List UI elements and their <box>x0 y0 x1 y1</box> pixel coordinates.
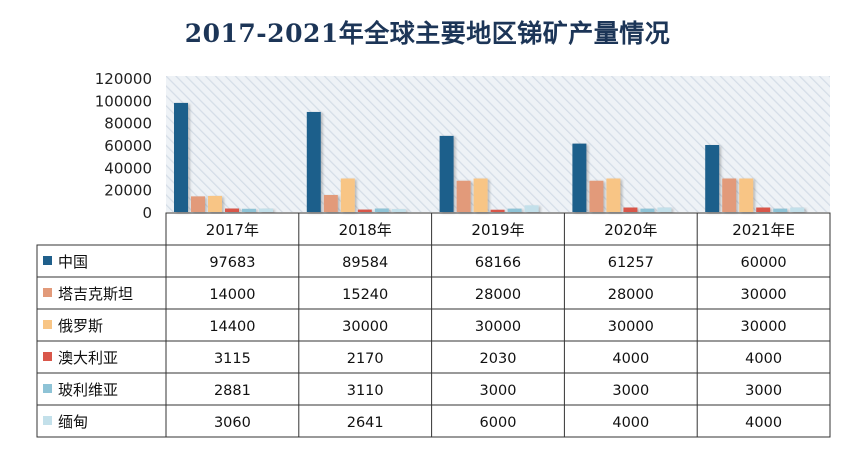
table-cell-value: 97683 <box>209 255 255 271</box>
table-cell-value: 3060 <box>214 415 251 431</box>
y-axis-ticks: 0 20000 40000 60000 80000 100000 120000 <box>95 70 152 222</box>
table-cell-value: 4000 <box>745 351 782 367</box>
table-cell-value: 4000 <box>612 351 649 367</box>
y-tick-label: 0 <box>142 204 152 222</box>
data-table: 2017年 2018年 2019年 2020年 2021年E 中国 97683 89584 68… <box>36 212 831 438</box>
legend-label: 俄罗斯 <box>58 317 103 335</box>
legend-swatch <box>43 384 52 393</box>
table-cell-value: 3110 <box>347 383 384 399</box>
legend-label: 中国 <box>58 253 88 271</box>
bar <box>657 207 672 212</box>
y-tick-label: 80000 <box>104 115 152 133</box>
bar <box>439 135 454 212</box>
table-cell-value: 28000 <box>608 287 654 303</box>
bar <box>259 208 273 212</box>
bar <box>507 208 522 212</box>
table-cell-value: 3000 <box>745 383 782 399</box>
bar <box>722 178 737 212</box>
y-tick-label: 100000 <box>95 92 152 110</box>
table-cell-value: 4000 <box>745 415 782 431</box>
table-cell-value: 30000 <box>342 319 388 335</box>
y-tick-label: 120000 <box>95 70 152 88</box>
bar <box>589 180 604 212</box>
table-cell-value: 89584 <box>342 255 388 271</box>
y-tick-label: 40000 <box>104 159 152 177</box>
plot-area-background <box>166 76 830 212</box>
legend-swatch <box>43 256 52 265</box>
table-cell-value: 30000 <box>608 319 654 335</box>
table-cell-value: 14000 <box>209 287 255 303</box>
legend-label: 缅甸 <box>58 413 88 431</box>
bar <box>572 143 587 212</box>
bar <box>357 209 372 212</box>
legend-swatch <box>43 320 52 329</box>
bar <box>773 208 788 212</box>
bars-layer <box>174 102 805 212</box>
bar <box>340 178 355 212</box>
legend-label: 塔吉克斯坦 <box>58 285 133 303</box>
bar <box>456 180 471 212</box>
table-cell-value: 68166 <box>475 255 521 271</box>
legend-swatch <box>43 416 52 425</box>
table-cell-value: 6000 <box>480 415 517 431</box>
table-cell-value: 30000 <box>475 319 521 335</box>
x-category-label: 2017年 <box>206 221 259 239</box>
table-cell-value: 28000 <box>475 287 521 303</box>
table-cell-value: 4000 <box>612 415 649 431</box>
bar <box>306 111 321 212</box>
bar <box>623 207 638 212</box>
table-cell-value: 61257 <box>608 255 654 271</box>
table-cell-value: 15240 <box>342 287 388 303</box>
bar <box>242 208 256 212</box>
bar <box>490 209 505 212</box>
bar <box>739 178 754 212</box>
bar <box>391 209 406 212</box>
bar <box>225 208 239 212</box>
x-category-label: 2021年E <box>732 221 795 239</box>
bar <box>323 194 338 212</box>
y-tick-label: 60000 <box>104 137 152 155</box>
bar <box>640 208 655 212</box>
bar <box>473 178 488 212</box>
bar <box>374 208 389 212</box>
legend-label: 澳大利亚 <box>58 349 118 367</box>
table-cell-value: 30000 <box>741 319 787 335</box>
table-cell-value: 2641 <box>347 415 384 431</box>
table-cell-value: 14400 <box>209 319 255 335</box>
bar <box>705 145 720 212</box>
bar <box>790 207 805 212</box>
table-cell-value: 2881 <box>214 383 251 399</box>
x-category-label: 2019年 <box>471 221 524 239</box>
legend-label: 玻利维亚 <box>58 381 118 399</box>
table-cell-value: 30000 <box>741 287 787 303</box>
bar <box>174 102 188 212</box>
table-cell-value: 2030 <box>480 351 517 367</box>
bar <box>191 196 205 212</box>
table-cell-value: 3115 <box>214 351 251 367</box>
chart-title: 2017-2021年全球主要地区锑矿产量情况 <box>184 19 671 48</box>
x-category-label: 2018年 <box>339 221 392 239</box>
legend-swatch <box>43 288 52 297</box>
table-cell-value: 2170 <box>347 351 384 367</box>
bar <box>606 178 621 212</box>
bar <box>524 205 539 212</box>
x-category-label: 2020年 <box>604 221 657 239</box>
y-tick-label: 20000 <box>104 182 152 200</box>
bar <box>208 195 222 212</box>
table-cell-value: 3000 <box>480 383 517 399</box>
legend-swatch <box>43 352 52 361</box>
table-cell-value: 3000 <box>612 383 649 399</box>
table-cell-value: 60000 <box>741 255 787 271</box>
bar <box>756 207 771 212</box>
